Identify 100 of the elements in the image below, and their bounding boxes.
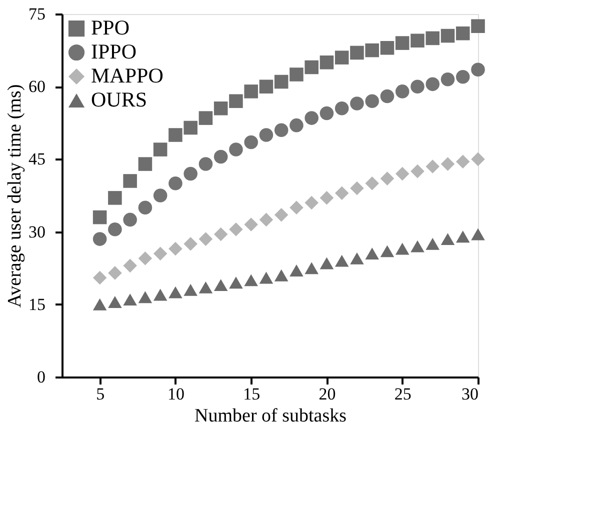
point [274, 208, 288, 222]
point [229, 94, 243, 108]
point [471, 62, 485, 77]
x-axis-title: Number of subtasks [194, 406, 346, 426]
point [198, 157, 213, 171]
point [304, 262, 318, 274]
point [259, 212, 274, 227]
point [365, 43, 379, 58]
point [290, 264, 304, 276]
point [229, 276, 243, 289]
legend-label: PPO [91, 16, 130, 40]
point [304, 196, 318, 210]
point [410, 240, 424, 252]
point [456, 26, 470, 40]
point [456, 154, 470, 169]
point [214, 279, 228, 292]
point [153, 188, 168, 202]
legend-label: IPPO [91, 40, 137, 64]
point [138, 252, 152, 266]
point [274, 74, 288, 89]
point [426, 160, 440, 174]
point [380, 245, 394, 258]
point [334, 102, 349, 116]
point [123, 258, 137, 273]
x-tick-label: 5 [96, 384, 105, 404]
y-tick-label: 45 [28, 150, 46, 169]
x-tick-label: 25 [394, 384, 412, 404]
point [395, 242, 410, 255]
point [320, 106, 334, 120]
point [350, 181, 364, 196]
point [92, 232, 107, 246]
point [259, 128, 274, 142]
point [123, 212, 137, 227]
point [244, 84, 258, 98]
point [380, 40, 394, 55]
y-tick-label: 0 [37, 368, 46, 386]
y-tick-label: 15 [28, 294, 46, 314]
point [168, 128, 182, 142]
point [426, 238, 440, 250]
point [440, 28, 455, 43]
point [320, 257, 334, 270]
point [214, 227, 228, 242]
point [440, 72, 455, 86]
point [395, 166, 410, 181]
point [214, 150, 228, 164]
point [440, 157, 455, 171]
point [456, 230, 470, 243]
point [198, 111, 213, 125]
y-axis-title: Average user delay time (ms) [4, 84, 26, 308]
point [259, 80, 274, 94]
point [334, 254, 349, 267]
point [153, 246, 168, 260]
point [456, 70, 470, 84]
point [229, 142, 243, 156]
point [440, 233, 455, 246]
point [334, 50, 349, 64]
point [426, 31, 440, 46]
point [184, 166, 198, 181]
point [290, 118, 304, 132]
point [410, 164, 424, 178]
legend-label: OURS [91, 88, 148, 112]
point [198, 232, 213, 246]
point [138, 157, 152, 171]
point [108, 222, 122, 236]
point [184, 237, 198, 251]
point [184, 120, 198, 135]
y-tick-label: 60 [28, 77, 46, 96]
point [138, 200, 152, 214]
point [304, 60, 318, 74]
point [168, 176, 182, 190]
point [108, 266, 122, 280]
point [92, 210, 107, 224]
point [244, 274, 258, 286]
point [123, 174, 137, 188]
point [320, 56, 334, 70]
point [471, 19, 485, 33]
x-tick-label: 30 [462, 384, 478, 404]
x-tick-label: 15 [243, 384, 260, 404]
x-tick-label: 10 [167, 384, 184, 404]
point [168, 286, 182, 298]
point [153, 142, 168, 156]
point [198, 281, 213, 294]
point [123, 294, 137, 306]
point [410, 34, 424, 48]
y-tick-label: 30 [28, 222, 46, 242]
point [380, 172, 394, 186]
point [471, 228, 485, 240]
legend-label: MAPPO [91, 64, 164, 88]
point [410, 80, 424, 94]
point [244, 218, 258, 232]
y-tick-label: 75 [28, 4, 46, 24]
point [365, 248, 379, 260]
point [350, 46, 364, 60]
point [259, 272, 274, 284]
point [92, 298, 107, 310]
point [108, 191, 122, 205]
point [365, 176, 379, 190]
x-tick-label: 20 [318, 384, 336, 404]
point [274, 123, 288, 138]
point [184, 284, 198, 296]
